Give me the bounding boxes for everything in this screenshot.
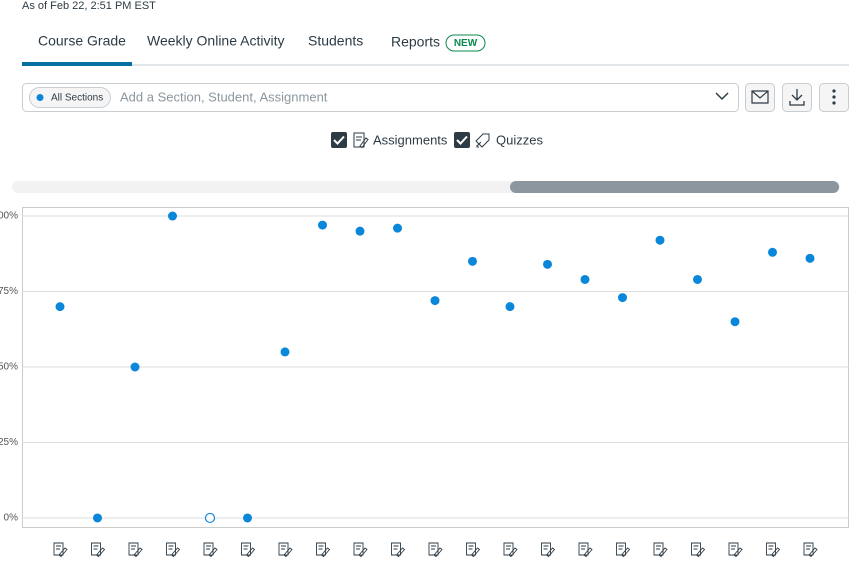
dot xyxy=(832,89,836,93)
badge-text: NEW xyxy=(454,38,478,49)
data-point xyxy=(805,253,815,263)
tab[interactable]: Course Grade xyxy=(38,33,126,49)
data-point xyxy=(655,235,665,245)
data-point xyxy=(768,247,777,257)
x-tick-icon xyxy=(53,542,68,558)
check xyxy=(333,135,345,145)
pill-dot xyxy=(36,94,44,101)
x-tick-icon xyxy=(128,542,143,558)
search-placeholder: Add a Section, Student, Assignment xyxy=(120,89,328,104)
data-point xyxy=(430,296,440,306)
mail-icon xyxy=(751,90,769,104)
data-point xyxy=(355,226,365,236)
timestamp: As of Feb 22, 2:51 PM EST xyxy=(22,0,156,12)
x-tick-icon xyxy=(278,542,293,558)
x-tick-icon xyxy=(541,542,556,558)
data-point xyxy=(318,220,327,230)
x-tick-icon xyxy=(428,542,443,558)
check xyxy=(456,135,468,145)
quiz-icon xyxy=(475,133,490,148)
data-point xyxy=(204,512,216,524)
x-tick-icon xyxy=(803,542,818,558)
x-tick-icon xyxy=(466,542,481,558)
toggle-label[interactable]: Assignments xyxy=(373,132,448,147)
dot xyxy=(832,95,836,99)
scroll-thumb[interactable] xyxy=(510,181,839,193)
chart: 0% 25% 50% 75% 100% xyxy=(0,211,849,558)
data-point xyxy=(243,513,252,523)
active-tab-indicator xyxy=(22,62,132,66)
data-point xyxy=(543,259,552,269)
toggle-label[interactable]: Quizzes xyxy=(496,132,543,147)
pill-text: All Sections xyxy=(51,93,103,104)
search-box[interactable] xyxy=(22,83,739,112)
data-point xyxy=(618,293,627,303)
x-tick-icon xyxy=(166,542,181,558)
data-point xyxy=(580,274,590,284)
y-tick-label: 0% xyxy=(4,513,19,524)
x-tick-icon xyxy=(353,542,368,558)
data-point xyxy=(55,302,65,312)
data-point xyxy=(693,274,702,284)
x-tick-icon xyxy=(616,542,631,558)
data-point xyxy=(130,362,140,372)
data-point xyxy=(468,256,477,266)
data-point xyxy=(93,513,102,523)
x-tick-icon xyxy=(578,542,593,558)
x-tick-icon xyxy=(503,542,518,558)
y-tick-label: 100% xyxy=(0,211,18,222)
x-tick-icon xyxy=(203,542,218,558)
tab[interactable]: Students xyxy=(308,33,363,49)
x-tick-icon xyxy=(391,542,406,558)
dot xyxy=(832,101,836,105)
data-point xyxy=(280,347,290,357)
x-tick-icon xyxy=(766,542,781,558)
checkbox[interactable] xyxy=(454,132,470,148)
x-tick-icon xyxy=(316,542,331,558)
y-tick-label: 25% xyxy=(0,437,18,448)
checkbox[interactable] xyxy=(331,132,347,148)
dropdown-chevron[interactable] xyxy=(715,92,729,101)
x-tick-icon xyxy=(241,542,256,558)
filter-pill[interactable] xyxy=(29,87,111,108)
tab[interactable]: Weekly Online Activity xyxy=(147,33,284,49)
x-tick-icon xyxy=(691,542,706,558)
data-point xyxy=(730,317,740,327)
data-point xyxy=(505,302,515,312)
download-icon xyxy=(789,89,805,106)
badge xyxy=(445,34,486,52)
x-tick-icon xyxy=(653,542,668,558)
assignment-icon xyxy=(353,132,369,149)
y-tick-label: 50% xyxy=(0,362,18,373)
data-point xyxy=(393,223,402,233)
y-tick-label: 75% xyxy=(0,286,18,297)
x-tick-icon xyxy=(728,542,743,558)
data-point xyxy=(168,211,177,221)
tab[interactable]: Reports xyxy=(391,34,440,50)
x-tick-icon xyxy=(91,542,106,558)
